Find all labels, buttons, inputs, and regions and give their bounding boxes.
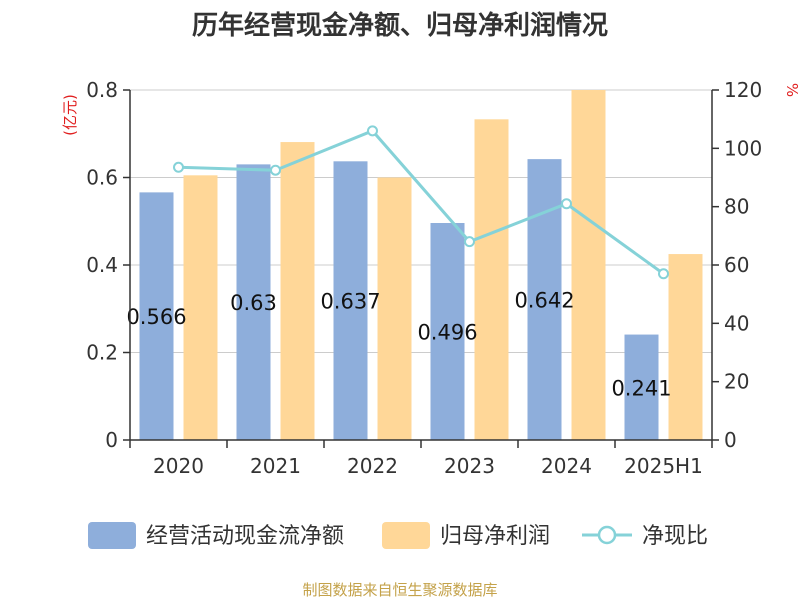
bar-cash-flow xyxy=(430,223,465,440)
right-tick-label: 80 xyxy=(724,195,749,219)
left-axis-unit: (亿元) xyxy=(61,94,79,136)
right-tick-label: 40 xyxy=(724,311,749,335)
bar-data-label: 0.566 xyxy=(126,305,186,329)
bar-cash-flow xyxy=(527,159,562,440)
bar-net-profit xyxy=(377,177,412,440)
x-tick-label: 2022 xyxy=(347,454,398,478)
bar-data-label: 0.496 xyxy=(417,321,477,345)
x-tick-label: 2021 xyxy=(250,454,301,478)
legend: 经营活动现金流净额 归母净利润 净现比 xyxy=(88,522,708,549)
line-point xyxy=(658,268,669,280)
bar-cash-flow xyxy=(624,334,659,440)
right-tick-label: 120 xyxy=(724,78,762,102)
right-tick-label: 100 xyxy=(724,136,762,160)
line-point xyxy=(464,236,475,248)
bar-net-profit xyxy=(571,90,606,440)
right-axis-unit: % xyxy=(783,83,800,97)
right-tick-label: 60 xyxy=(724,253,749,277)
bar-cash-flow xyxy=(236,164,271,440)
axes: 0 0.2 0.4 0.6 0.8 0 20 40 60 80 100 120 (亿元)% 2020 202… xyxy=(61,78,800,478)
left-tick-label: 0.8 xyxy=(86,78,118,102)
right-tick-label: 20 xyxy=(724,370,749,394)
x-tick-label: 2024 xyxy=(541,454,592,478)
line-point xyxy=(270,164,281,176)
bar-data-label: 0.642 xyxy=(514,289,574,313)
source-note: 制图数据来自恒生聚源数据库 xyxy=(302,581,497,599)
line-point xyxy=(367,125,378,137)
line-point xyxy=(173,161,184,173)
bar-data-label: 0.241 xyxy=(611,376,671,400)
legend-label-ratio: 净现比 xyxy=(642,524,708,549)
legend-label-net-profit: 归母净利润 xyxy=(440,524,550,549)
bar-cash-flow xyxy=(333,161,368,440)
left-tick-label: 0.2 xyxy=(86,341,118,365)
legend-swatch-marker xyxy=(597,525,617,545)
bar-cash-flow xyxy=(139,192,174,440)
bar-data-label: 0.637 xyxy=(320,290,380,314)
legend-swatch-cash-flow xyxy=(88,522,136,549)
net-cash-ratio-line xyxy=(178,129,665,275)
bar-net-profit xyxy=(183,175,218,440)
x-tick-label: 2020 xyxy=(153,454,204,478)
x-tick-label: 2025H1 xyxy=(624,454,703,478)
left-tick-label: 0.6 xyxy=(86,166,118,190)
chart-title: 历年经营现金净额、归母净利润情况 xyxy=(192,10,608,41)
right-tick-label: 0 xyxy=(724,428,737,452)
left-tick-label: 0 xyxy=(105,428,118,452)
x-tick-label: 2023 xyxy=(444,454,495,478)
line-series xyxy=(173,125,669,280)
line-point xyxy=(561,198,572,210)
left-tick-label: 0.4 xyxy=(86,253,118,277)
bar-data-label: 0.63 xyxy=(230,291,277,315)
bar-net-profit xyxy=(280,142,315,440)
bars: 0.566 0.63 0.637 0.496 0.642 0.241 xyxy=(126,90,703,440)
bar-net-profit xyxy=(668,254,703,440)
bar-net-profit xyxy=(474,119,509,440)
legend-label-cash-flow: 经营活动现金流净额 xyxy=(146,524,344,549)
legend-swatch-net-profit xyxy=(382,522,430,549)
